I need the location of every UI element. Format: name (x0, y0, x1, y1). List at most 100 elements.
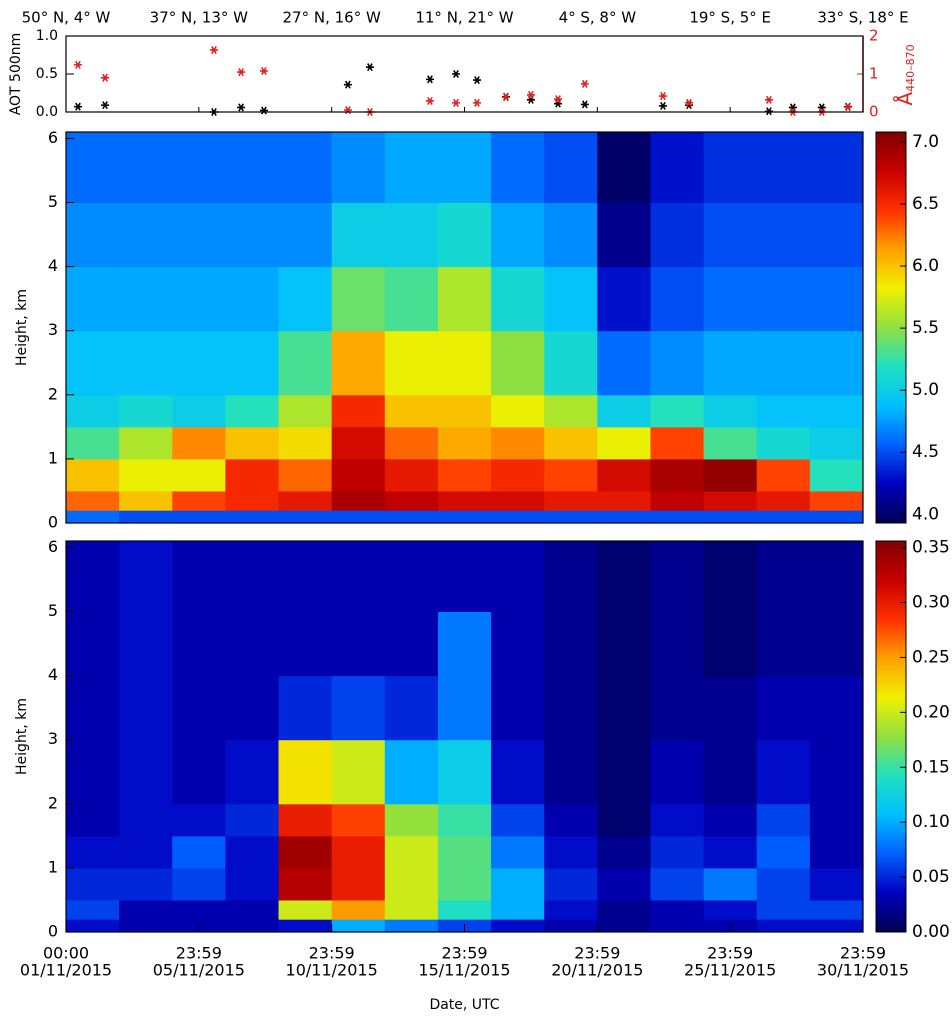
colorbar-tick-label: 6.5 (912, 194, 939, 214)
heat-cell (437, 490, 492, 511)
marker (451, 69, 460, 79)
heat-cell (331, 739, 386, 805)
colorbar-tick-label: 0.15 (912, 757, 950, 777)
heat-cell (331, 266, 386, 332)
heat-cell (384, 510, 439, 524)
heat-cell (119, 899, 173, 920)
heat-cell (544, 611, 598, 677)
heat-cell (172, 899, 226, 920)
heat-cell (544, 675, 598, 741)
y-tick-label: 6 (48, 537, 58, 556)
heat-cell (703, 675, 758, 741)
heat-cell (278, 458, 333, 492)
heat-cell (809, 490, 864, 511)
plot-frame (65, 540, 864, 933)
heat-cell (437, 675, 492, 741)
heat-cell (597, 330, 651, 396)
heat-cell (491, 458, 545, 492)
heat-cell (172, 490, 226, 511)
heat-cell (172, 510, 226, 524)
heat-cell (331, 867, 386, 901)
heat-cell (384, 899, 439, 920)
heat-cell (331, 541, 386, 613)
heat-cell (597, 266, 651, 332)
heat-cell (650, 394, 705, 428)
heat-cell (756, 132, 811, 204)
heat-cell (278, 803, 333, 837)
heat-cell (756, 330, 811, 396)
heat-cell (225, 458, 280, 492)
heat-cell (809, 426, 864, 460)
heat-cell (756, 739, 811, 805)
heat-cell (597, 803, 651, 837)
colorbar-tick-label: 0.10 (912, 812, 950, 832)
y-tick-label: 2 (48, 793, 58, 812)
heat-cell (703, 266, 758, 332)
heat-cell (756, 867, 811, 901)
heat-cell (491, 541, 545, 613)
heat-cell (384, 458, 439, 492)
heat-cell (225, 739, 280, 805)
heat-cell (384, 490, 439, 511)
heat-cell (544, 919, 598, 933)
y-axis-label: Height, km (14, 289, 30, 366)
heat-cell (756, 675, 811, 741)
marker (73, 60, 82, 69)
heat-cell (172, 266, 226, 332)
heat-cell (384, 675, 439, 741)
y-tick-label: 2 (48, 384, 58, 403)
x-tick-label: 10/11/2015 (286, 961, 378, 980)
heat-cell (650, 611, 705, 677)
heat-cell (225, 132, 280, 204)
heat-cell (491, 899, 545, 920)
heat-cell (119, 330, 173, 396)
heat-cell (437, 835, 492, 869)
heat-cell (756, 490, 811, 511)
heat-cell (491, 132, 545, 204)
heat-cell (119, 835, 173, 869)
colorbar-tick-label: 7.0 (912, 132, 939, 152)
heat-cell (66, 803, 120, 837)
heat-cell (384, 867, 439, 901)
heat-cell (331, 490, 386, 511)
heat-cell (491, 510, 545, 524)
heat-cell (597, 899, 651, 920)
heat-cell (66, 541, 120, 613)
marker (554, 99, 563, 108)
heat-cell (703, 132, 758, 204)
heat-cell (809, 899, 864, 920)
colorbar (875, 540, 907, 933)
y-axis-label: Height, km (14, 698, 30, 775)
heat-cell (809, 394, 864, 428)
y2-tick-label: 2 (869, 27, 879, 45)
heat-cell (544, 835, 598, 869)
y-tick-label: 5 (48, 601, 58, 620)
heat-cell (650, 458, 705, 492)
colorbar (875, 131, 907, 524)
heat-cell (756, 611, 811, 677)
heat-cell (278, 867, 333, 901)
heat-cell (225, 202, 280, 268)
y-tick-label: 1.0 (36, 28, 58, 44)
heat-cell (809, 510, 864, 524)
heat-cell (597, 394, 651, 428)
heat-cell (172, 803, 226, 837)
marker (764, 95, 773, 104)
heat-cell (66, 458, 120, 492)
heat-cell (491, 266, 545, 332)
heat-cell (544, 394, 598, 428)
heat-cell (66, 867, 120, 901)
heat-cell (756, 541, 811, 613)
heat-cell (544, 541, 598, 613)
heat-cell (66, 675, 120, 741)
heat-cell (225, 611, 280, 677)
heat-cell (437, 394, 492, 428)
heat-cell (756, 426, 811, 460)
heat-cell (331, 330, 386, 396)
heat-cell (119, 202, 173, 268)
heat-cell (331, 803, 386, 837)
heat-cell (491, 394, 545, 428)
heat-cell (119, 490, 173, 511)
heat-cell (437, 541, 492, 613)
heat-cell (172, 426, 226, 460)
